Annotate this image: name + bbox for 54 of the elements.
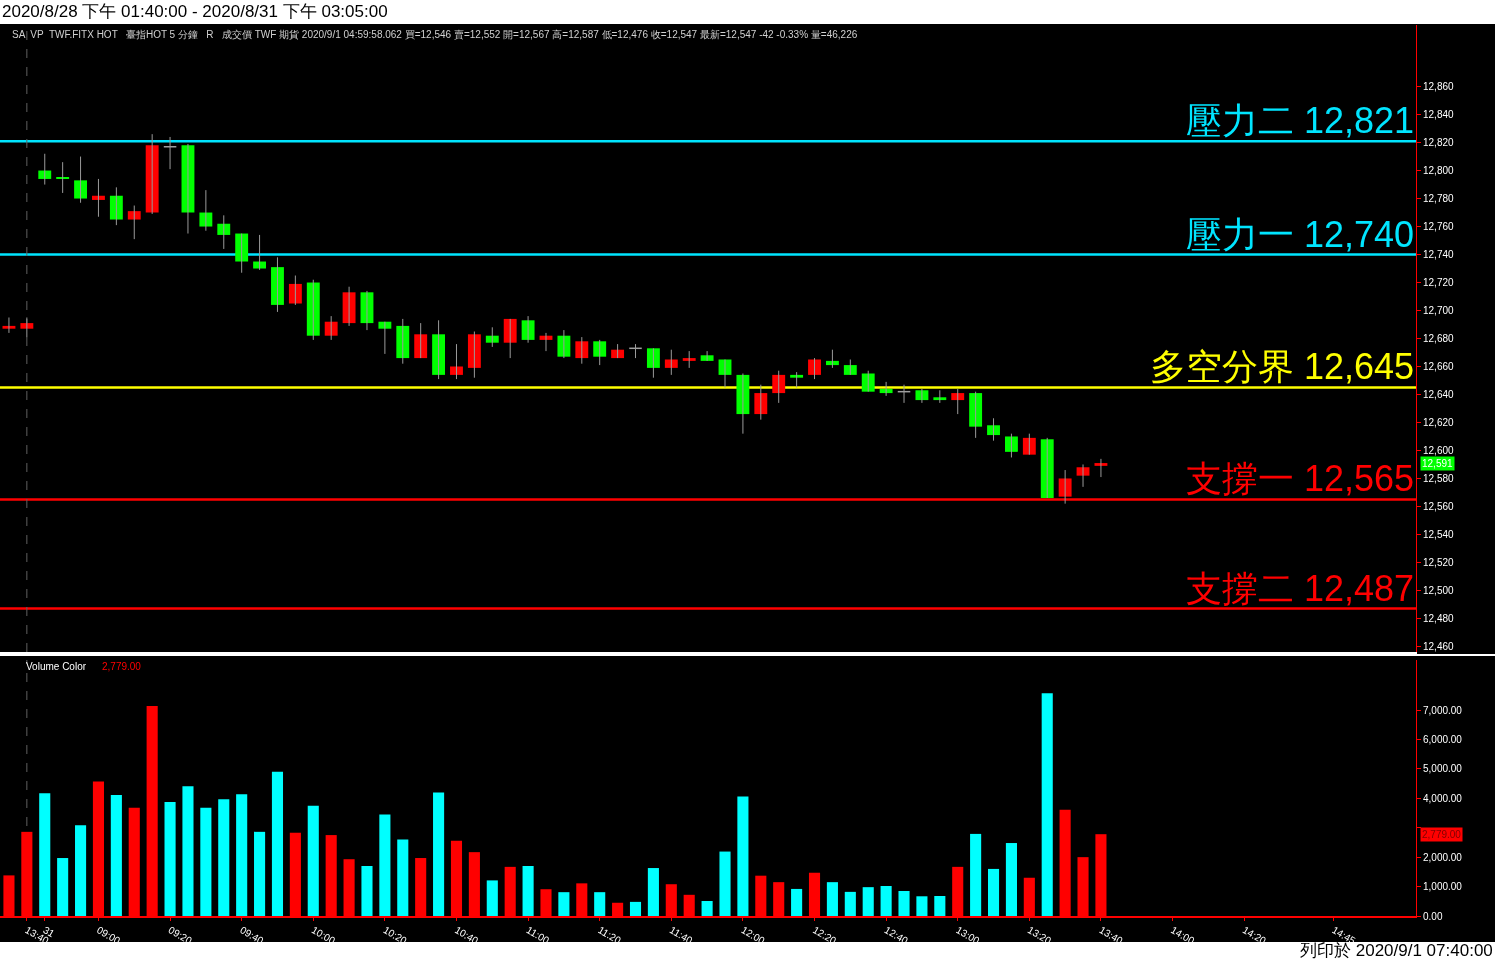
x-tick-label: 09:40 [238, 924, 266, 947]
x-tick-label: 12:00 [739, 924, 767, 947]
y-tick-label: 12,820 [1423, 137, 1455, 149]
ref-line-label: 多空分界 12,645 [1150, 346, 1415, 387]
x-tick-label: 10:00 [309, 924, 338, 947]
y-tick-label: 12,560 [1423, 500, 1455, 512]
y-tick-label: 12,580 [1423, 472, 1455, 484]
y-tick-label: 12,600 [1423, 444, 1455, 456]
y-tick-label: 1,000.00 [1423, 881, 1463, 893]
y-tick-label: 12,760 [1423, 221, 1455, 233]
x-tick-label: 09:20 [166, 924, 195, 947]
y-tick-label: 12,500 [1423, 584, 1455, 596]
text: 12,591 [1422, 458, 1454, 469]
x-tick-label: 13:00 [954, 924, 982, 947]
chart-title: 2020/8/28 下午 01:40:00 - 2020/8/31 下午 03:05:00 [2, 2, 388, 21]
x-tick-label: 10:40 [452, 924, 481, 947]
y-tick-label: 12,860 [1423, 81, 1455, 93]
y-tick-label: 2,000.00 [1423, 851, 1463, 863]
ref-line-label: 支撐二 12,487 [1186, 568, 1415, 609]
y-tick-label: 12,780 [1423, 193, 1455, 205]
y-tick-label: 12,720 [1423, 277, 1455, 289]
x-tick-label: 12:40 [882, 924, 911, 947]
x-tick-label: 12:20 [811, 924, 839, 947]
y-tick-label: 12,840 [1423, 109, 1455, 121]
y-tick-label: 12,680 [1423, 333, 1455, 344]
y-tick-label: 5,000.00 [1423, 763, 1463, 775]
ref-line-label: 壓力一 12,740 [1186, 214, 1415, 255]
y-tick-label: 4,000.00 [1423, 792, 1463, 804]
x-tick-label: 13:20 [1025, 924, 1054, 947]
chart-title: Volume Color [26, 661, 87, 672]
y-tick-label: 12,640 [1423, 388, 1455, 400]
y-tick-label: 7,000.00 [1423, 704, 1463, 716]
text: 列印於 2020/9/1 07:40:00 [1300, 941, 1493, 960]
y-tick-label: 12,740 [1423, 249, 1455, 261]
y-tick-label: 12,800 [1423, 165, 1455, 177]
x-tick-label: 14:20 [1240, 924, 1269, 947]
x-tick-label: 14:00 [1169, 924, 1197, 947]
y-tick-label: 12,480 [1423, 612, 1455, 624]
y-tick-label: 12,460 [1423, 640, 1455, 652]
chart-subtitle: SA VP TWF.FITX HOT 臺指HOT 5 分鐘 R 成交價 TWF 期貨 2020/9/1 04:59:58.062 買=12,546 賣=12,552 開=12,567 高=12,587 低=12,476 收=12,547 最新=12,547 -42 -0.33% 量=46,226 [12, 29, 858, 40]
y-tick-label: 12,540 [1423, 528, 1455, 540]
x-tick-label: 09:00 [94, 924, 123, 947]
y-tick-label: 6,000.00 [1423, 733, 1463, 745]
ref-line-label: 支撐一 12,565 [1186, 458, 1415, 499]
y-tick-label: 12,620 [1423, 416, 1455, 428]
x-tick-label: 10:20 [381, 924, 409, 947]
ref-line-label: 壓力二 12,821 [1186, 100, 1415, 141]
y-tick-label: 12,700 [1423, 305, 1455, 317]
y-tick-label: 12,660 [1423, 360, 1455, 372]
y-tick-label: 0.00 [1423, 910, 1443, 922]
text: 2,779.00 [1422, 829, 1462, 840]
chart-subtitle: 2,779.00 [102, 661, 142, 672]
x-tick-label: 13:40 [1097, 924, 1125, 947]
y-tick-label: 12,520 [1423, 556, 1455, 568]
